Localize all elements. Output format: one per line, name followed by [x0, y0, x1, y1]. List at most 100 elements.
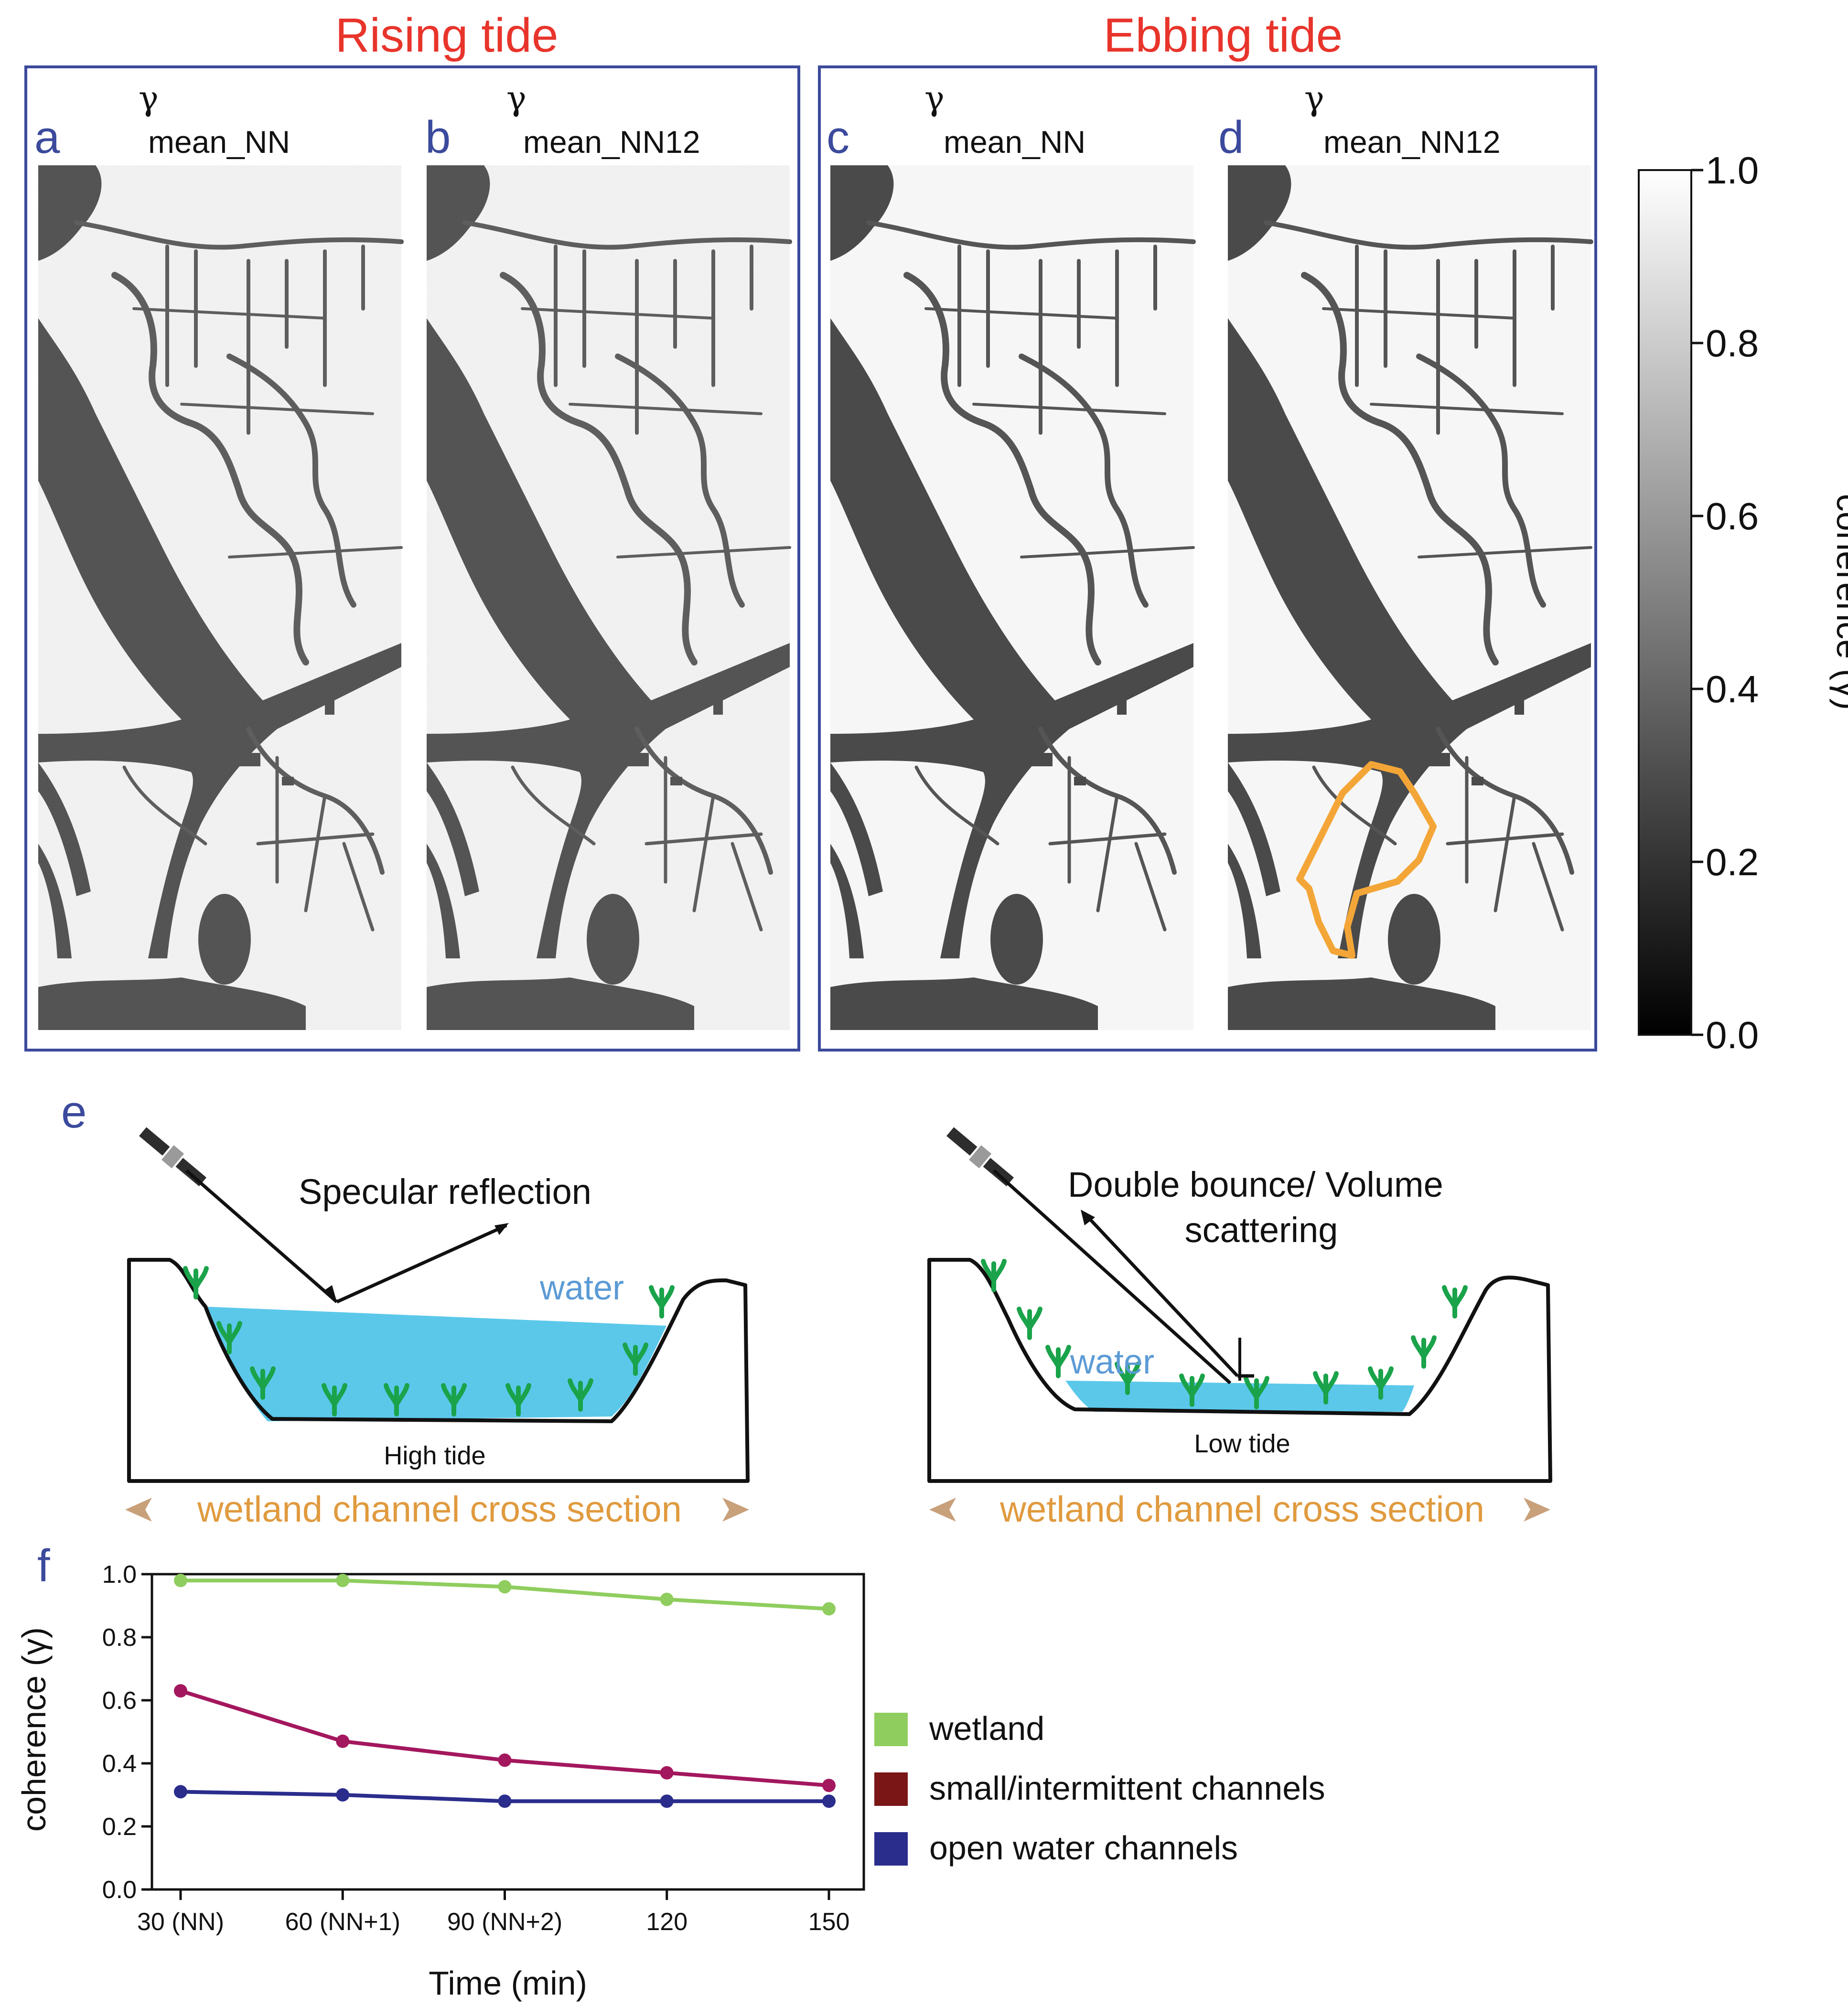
plant-icon — [623, 1342, 648, 1376]
coherence-map-b — [427, 165, 790, 1030]
chart-plot-area — [150, 1573, 865, 1891]
plant-icon — [649, 1285, 675, 1319]
plant-icon — [183, 1266, 209, 1299]
colorbar-tick-label: 1.0 — [1706, 149, 1759, 192]
panel-letter-e: e — [61, 1086, 86, 1138]
highlight-outline — [1296, 761, 1437, 959]
data-point — [660, 1766, 674, 1780]
legend-swatch-open-water — [874, 1832, 908, 1866]
data-point — [660, 1592, 674, 1606]
panel-d: d γ mean_NN12 — [1218, 79, 1591, 1030]
x-tick-label: 30 (NN) — [137, 1908, 224, 1936]
colorbar-tick-label: 0.4 — [1706, 668, 1759, 710]
data-point — [822, 1794, 836, 1808]
data-point — [822, 1779, 836, 1792]
x-tick-label: 120 — [646, 1908, 688, 1936]
legend-swatch-small-channels — [874, 1772, 908, 1806]
x-axis-label: Time (min) — [429, 1964, 587, 2002]
plant-icon — [1313, 1371, 1339, 1405]
plant-icon — [1244, 1376, 1269, 1409]
bounce-arrowhead — [1081, 1210, 1095, 1225]
x-tick-label: 150 — [808, 1908, 850, 1936]
coherence-map-a — [38, 165, 401, 1030]
plant-icon — [441, 1383, 467, 1417]
plant-icon — [384, 1383, 409, 1417]
colorbar-label: coherence (γ) — [1829, 494, 1848, 710]
y-tick-label: 0.4 — [102, 1750, 137, 1778]
panel-d-subscript: mean_NN12 — [1323, 124, 1501, 160]
bounce-ray — [1083, 1212, 1239, 1377]
panel-letter-b: b — [425, 112, 451, 163]
panel-c: c γ mean_NN — [827, 79, 1193, 1030]
y-tick-label: 1.0 — [102, 1561, 137, 1588]
high-tide-plants — [183, 1266, 675, 1417]
data-point — [498, 1753, 512, 1767]
plant-icon — [1442, 1285, 1468, 1319]
specular-reflection-label: Specular reflection — [299, 1172, 591, 1212]
ebbing-tide-title: Ebbing tide — [1104, 9, 1343, 62]
data-point — [822, 1602, 836, 1616]
plant-icon — [322, 1383, 347, 1417]
panel-a-gamma: γ — [139, 79, 159, 118]
data-point — [336, 1574, 350, 1588]
high-tide-diagram: Specular reflection water High tide wetl… — [125, 1127, 750, 1530]
y-tick-label: 0.6 — [102, 1687, 137, 1715]
right-section-arrow — [929, 1498, 1550, 1522]
data-point — [174, 1684, 187, 1698]
coherence-map-c — [830, 165, 1193, 1030]
plant-icon — [568, 1378, 593, 1412]
incident-arrowhead — [325, 1285, 337, 1302]
legend-label-small-channels: small/intermittent channels — [929, 1770, 1325, 1807]
panel-b: b γ mean_NN12 — [425, 79, 790, 1030]
colorbar-tick-label: 0.0 — [1706, 1014, 1759, 1056]
reflected-arrowhead — [494, 1223, 509, 1235]
double-bounce-label-1: Double bounce/ Volume — [1068, 1165, 1443, 1204]
panel-d-gamma: γ — [1304, 79, 1324, 118]
data-point — [336, 1788, 350, 1802]
data-point — [174, 1574, 187, 1588]
low-tide-diagram: Double bounce/ Volume scattering water L… — [927, 1127, 1552, 1530]
legend: wetland small/intermittent channels open… — [874, 1710, 1325, 1867]
low-tide-label: Low tide — [1194, 1429, 1290, 1458]
rising-tide-title: Rising tide — [335, 9, 559, 62]
panel-a: a γ mean_NN — [34, 79, 401, 1030]
coherence-map-d — [1228, 165, 1591, 1030]
plant-icon — [1368, 1366, 1394, 1400]
plant-icon — [1179, 1374, 1205, 1407]
y-axis-label: coherence (γ) — [15, 1627, 53, 1832]
incident-ray-2 — [992, 1169, 1232, 1385]
panel-b-gamma: γ — [506, 79, 526, 118]
data-point — [336, 1734, 350, 1748]
right-section-label: wetland channel cross section — [999, 1489, 1484, 1530]
plant-icon — [981, 1259, 1007, 1292]
plant-icon — [216, 1321, 242, 1354]
legend-label-wetland: wetland — [929, 1710, 1044, 1747]
plant-icon — [1411, 1335, 1437, 1369]
coherence-chart: 0.0 0.2 0.4 0.6 0.8 1.0 30 (NN) 60 (NN+1) 90 (NN… — [15, 1561, 865, 2002]
low-tide-plants — [981, 1259, 1468, 1409]
colorbar-gradient — [1638, 169, 1692, 1036]
legend-label-open-water: open water channels — [929, 1829, 1238, 1867]
plant-icon — [250, 1366, 276, 1400]
y-tick-label: 0.2 — [102, 1813, 137, 1841]
panel-letter-c: c — [827, 112, 849, 163]
x-tick-label: 90 (NN+2) — [447, 1908, 562, 1936]
data-point — [660, 1794, 674, 1808]
left-section-label: wetland channel cross section — [197, 1489, 682, 1530]
high-tide-water — [205, 1307, 666, 1421]
series-line-small-intermittent-channels — [180, 1689, 829, 1788]
y-tick-label: 0.8 — [102, 1624, 137, 1652]
high-tide-water-label: water — [539, 1269, 624, 1307]
high-tide-label: High tide — [384, 1441, 485, 1470]
panel-letter-f: f — [37, 1540, 50, 1591]
panel-a-subscript: mean_NN — [148, 124, 290, 160]
rising-tide-frame — [24, 65, 800, 1052]
low-tide-water — [1065, 1381, 1414, 1412]
plant-icon — [1045, 1345, 1071, 1378]
plant-icon — [505, 1383, 531, 1417]
panel-letter-d: d — [1218, 112, 1244, 163]
panel-c-gamma: γ — [924, 79, 945, 118]
panel-letter-a: a — [34, 112, 60, 163]
satellite-icon-2 — [946, 1127, 1014, 1187]
